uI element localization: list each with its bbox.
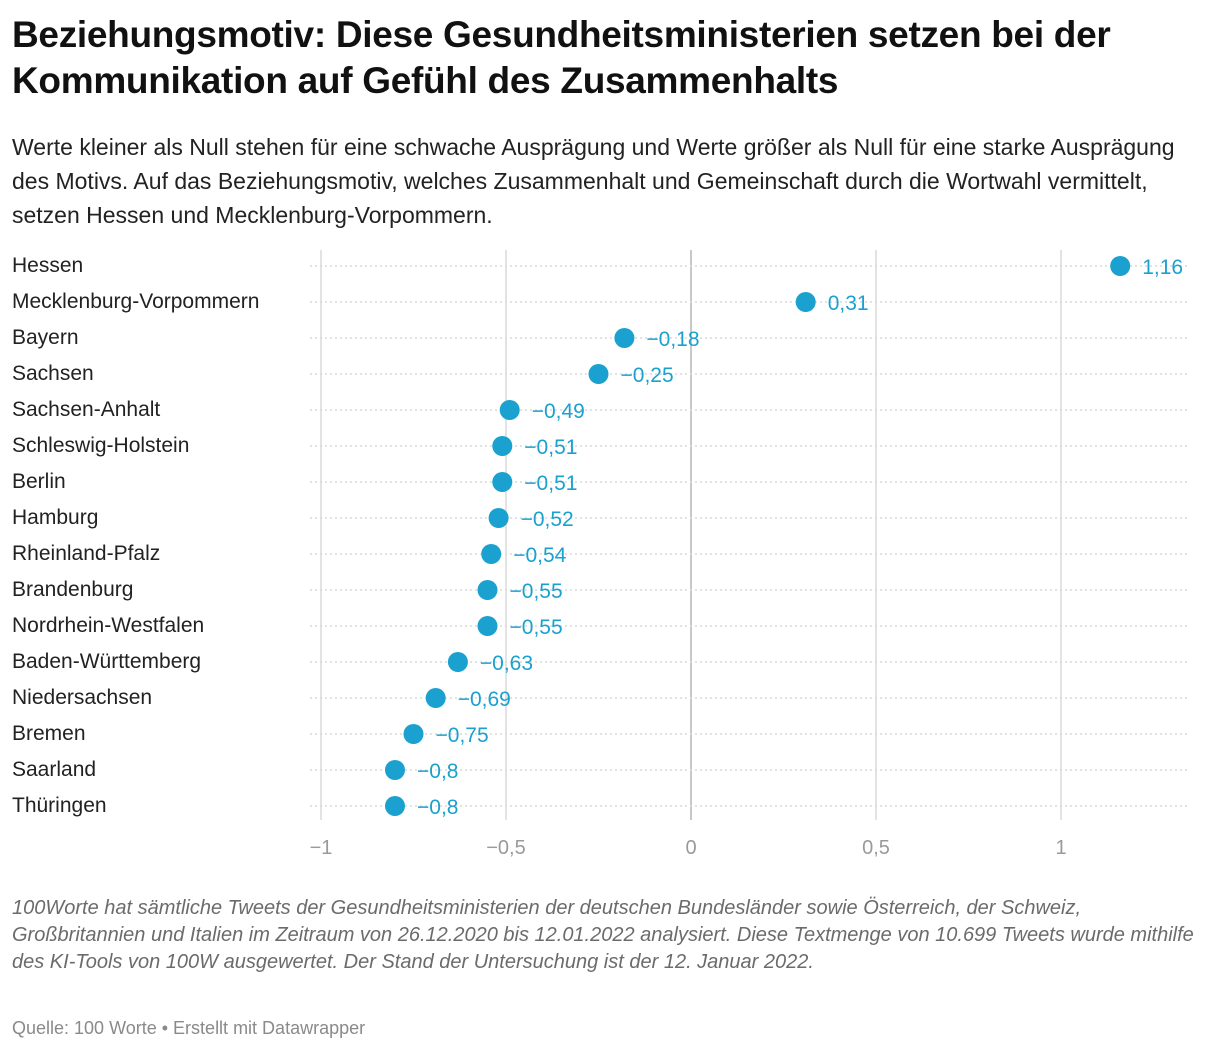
data-point	[447, 652, 468, 672]
category-label: Sachsen	[12, 362, 94, 385]
category-label: Mecklenburg-Vorpommern	[12, 290, 260, 313]
value-label: −0,55	[510, 580, 563, 603]
data-point	[481, 544, 502, 564]
category-label: Berlin	[12, 470, 66, 493]
value-label: 0,31	[828, 292, 869, 315]
x-tick-label: 1	[1055, 837, 1066, 859]
data-point	[492, 436, 513, 456]
chart-source: Quelle: 100 Worte • Erstellt mit Datawra…	[12, 1018, 366, 1038]
data-point	[385, 760, 405, 780]
category-label: Thüringen	[12, 794, 107, 817]
category-label: Brandenburg	[12, 578, 134, 601]
value-label: 1,16	[1142, 256, 1183, 279]
category-label: Saarland	[12, 758, 97, 781]
chart-subtitle: Werte kleiner als Null stehen für eine s…	[12, 134, 1175, 228]
chart-notes: 100Worte hat sämtliche Tweets der Gesund…	[12, 897, 1194, 973]
category-label: Nordrhein-Westfalen	[12, 614, 205, 637]
value-label: −0,55	[510, 616, 563, 639]
value-label: −0,63	[480, 652, 533, 675]
category-label: Baden-Württemberg	[12, 650, 202, 673]
value-label: −0,51	[524, 436, 577, 459]
x-tick-label: 0	[685, 837, 696, 859]
data-point	[385, 796, 405, 816]
data-point	[1110, 256, 1131, 276]
category-label: Sachsen-Anhalt	[12, 398, 161, 421]
x-tick-label: 0,5	[862, 837, 890, 859]
value-label: −0,18	[646, 328, 699, 351]
data-point	[614, 328, 635, 348]
data-point	[588, 364, 609, 384]
data-point	[403, 724, 424, 744]
category-label: Hessen	[12, 254, 84, 277]
dot-plot: −1 −0,5 0 0,5 1 1,16 0,31 −0,18 −0,25 −0,49 −0,51 −…	[310, 250, 1188, 859]
data-point	[488, 508, 509, 528]
x-tick-label: −0,5	[486, 837, 525, 859]
value-label: −0,49	[532, 400, 585, 423]
category-label: Niedersachsen	[12, 686, 153, 709]
category-label: Bayern	[12, 326, 79, 349]
data-point	[499, 400, 520, 420]
data-point	[492, 472, 513, 492]
value-label: −0,75	[436, 724, 489, 747]
data-point	[477, 616, 498, 636]
data-point	[795, 292, 816, 312]
chart-title: Beziehungsmotiv: Diese Gesundheitsminist…	[12, 14, 1111, 101]
x-tick-label: −1	[310, 837, 333, 859]
value-label: −0,51	[524, 472, 577, 495]
value-label: −0,8	[417, 796, 458, 819]
value-label: −0,52	[521, 508, 574, 531]
category-label: Rheinland-Pfalz	[12, 542, 161, 565]
data-point	[425, 688, 446, 708]
value-label: −0,54	[513, 544, 566, 567]
category-label: Hamburg	[12, 506, 99, 529]
category-label: Schleswig-Holstein	[12, 434, 190, 457]
category-label: Bremen	[12, 722, 86, 745]
value-label: −0,25	[621, 364, 674, 387]
data-point	[477, 580, 498, 600]
value-label: −0,8	[417, 760, 458, 783]
value-label: −0,69	[458, 688, 511, 711]
